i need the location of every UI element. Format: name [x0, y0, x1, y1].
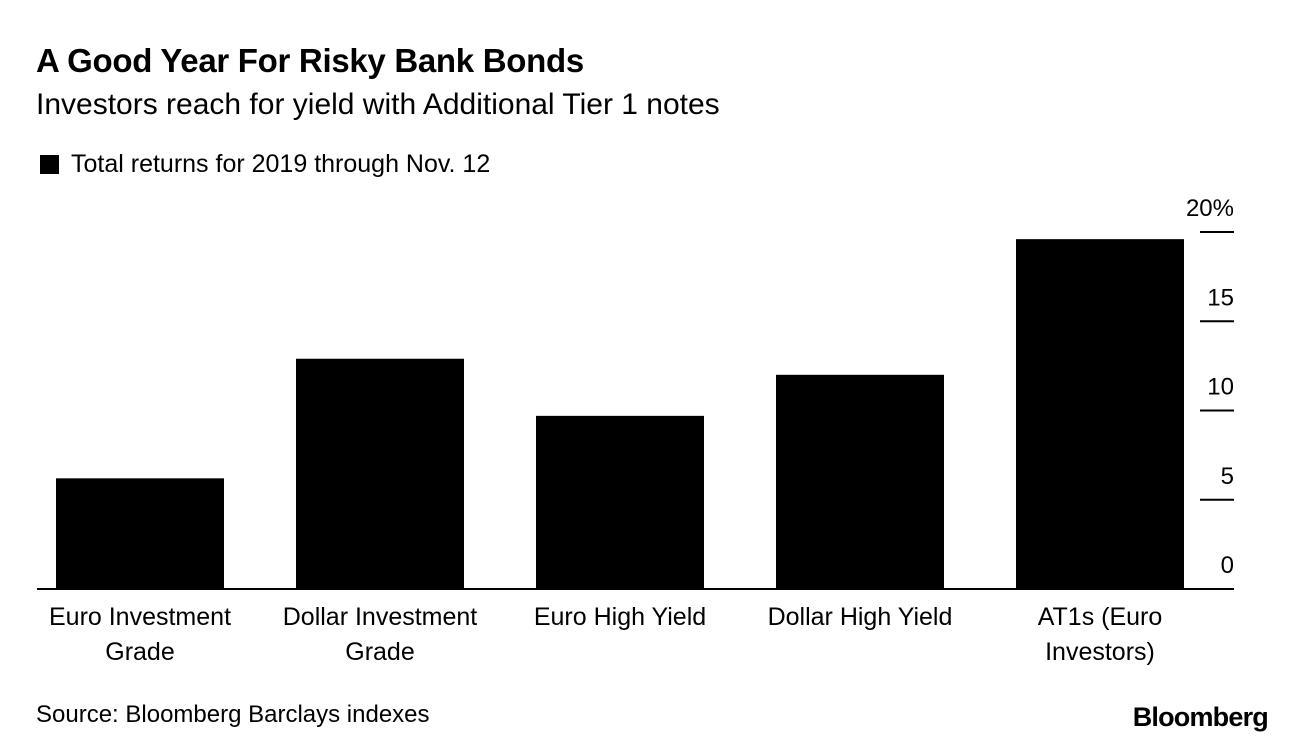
x-tick-label-1: Dollar Investment Grade	[283, 603, 478, 666]
bars-group	[56, 239, 1184, 589]
legend: Total returns for 2019 through Nov. 12	[40, 150, 490, 179]
source-note: Source: Bloomberg Barclays indexes	[36, 701, 430, 728]
y-tick-label-1: 5	[1221, 463, 1234, 490]
x-tick-label-4: AT1s (Euro Investors)	[1038, 603, 1163, 666]
bar-3	[776, 374, 944, 589]
chart-subtitle: Investors reach for yield with Additiona…	[36, 88, 720, 121]
x-tick-label-2: Euro High Yield	[534, 603, 706, 631]
y-axis: 0 5 10 15 20%	[1186, 195, 1234, 579]
bar-0	[56, 478, 224, 589]
y-tick-label-4: 20%	[1186, 195, 1234, 222]
bar-1	[296, 358, 464, 589]
bar-2	[536, 415, 704, 589]
legend-swatch	[40, 155, 59, 174]
y-tick-label-0: 0	[1221, 552, 1234, 579]
x-axis-labels: Euro Investment Grade Dollar Investment Gra…	[49, 603, 1162, 666]
legend-label: Total returns for 2019 through Nov. 12	[71, 150, 491, 178]
x-tick-label-3: Dollar High Yield	[768, 603, 953, 631]
x-tick-label-0: Euro Investment Grade	[49, 603, 231, 666]
bloomberg-logo: Bloomberg	[1132, 702, 1269, 732]
y-tick-label-3: 15	[1207, 284, 1234, 311]
chart-title: A Good Year For Risky Bank Bonds	[36, 42, 584, 79]
y-tick-label-2: 10	[1207, 374, 1234, 401]
bar-4	[1016, 239, 1184, 589]
